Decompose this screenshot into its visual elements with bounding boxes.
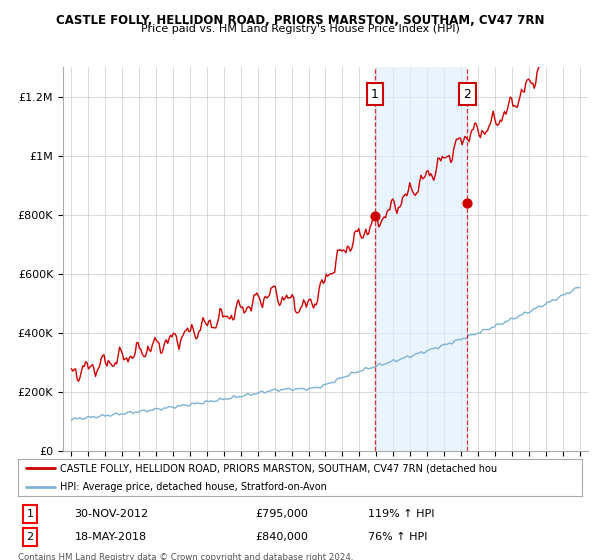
Text: Price paid vs. HM Land Registry's House Price Index (HPI): Price paid vs. HM Land Registry's House … xyxy=(140,24,460,34)
Text: Contains HM Land Registry data © Crown copyright and database right 2024.
This d: Contains HM Land Registry data © Crown c… xyxy=(18,553,353,560)
Text: 1: 1 xyxy=(26,509,34,519)
Text: £795,000: £795,000 xyxy=(255,509,308,519)
Text: 2: 2 xyxy=(463,87,471,101)
Text: 119% ↑ HPI: 119% ↑ HPI xyxy=(368,509,434,519)
Text: 18-MAY-2018: 18-MAY-2018 xyxy=(74,532,146,542)
Text: 30-NOV-2012: 30-NOV-2012 xyxy=(74,509,149,519)
Bar xyxy=(375,67,467,451)
Point xyxy=(463,198,472,207)
Text: £840,000: £840,000 xyxy=(255,532,308,542)
Text: HPI: Average price, detached house, Stratford-on-Avon: HPI: Average price, detached house, Stra… xyxy=(60,482,327,492)
Text: CASTLE FOLLY, HELLIDON ROAD, PRIORS MARSTON, SOUTHAM, CV47 7RN (detached hou: CASTLE FOLLY, HELLIDON ROAD, PRIORS MARS… xyxy=(60,463,497,473)
Text: 2: 2 xyxy=(26,532,34,542)
Text: 76% ↑ HPI: 76% ↑ HPI xyxy=(368,532,427,542)
Text: 1: 1 xyxy=(371,87,379,101)
Text: CASTLE FOLLY, HELLIDON ROAD, PRIORS MARSTON, SOUTHAM, CV47 7RN: CASTLE FOLLY, HELLIDON ROAD, PRIORS MARS… xyxy=(56,14,544,27)
Point xyxy=(370,212,380,221)
